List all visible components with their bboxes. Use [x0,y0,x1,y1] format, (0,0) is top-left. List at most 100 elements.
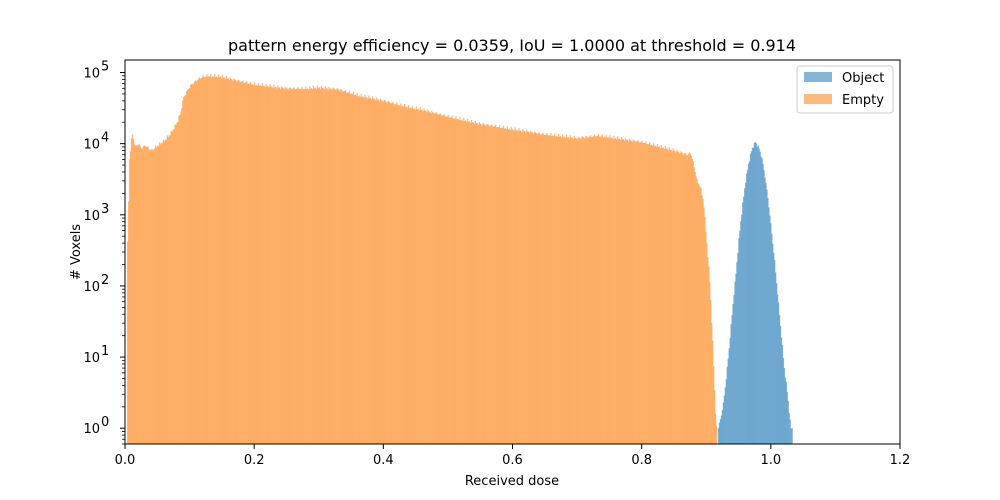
histogram-bar [287,89,290,444]
histogram-bar [515,130,517,444]
histogram-bar [313,88,316,444]
histogram-bar [640,141,642,445]
histogram-bar [151,148,153,445]
histogram-bar [440,115,443,444]
histogram-bar [671,151,673,444]
histogram-bar [702,199,704,444]
histogram-bar [715,426,718,444]
histogram-bar [495,124,497,444]
histogram-bar [146,146,148,444]
histogram-bar [436,114,439,445]
histogram-bar [403,106,405,444]
histogram-bar [237,79,239,445]
histogram-bar [348,91,351,444]
histogram-bar [433,112,435,444]
histogram-bar [579,137,581,444]
histogram-bar [589,136,591,444]
histogram-bar [133,144,136,444]
histogram-bar [320,85,323,444]
x-tick-label: 0.4 [373,453,394,468]
histogram-bar [648,144,650,444]
histogram-bar [396,102,398,444]
histogram-bar [621,139,624,444]
histogram-bar [248,83,250,444]
histogram-bar [455,116,457,444]
histogram-bar [620,140,622,445]
histogram-bar [187,89,189,445]
histogram-bar [340,89,342,445]
y-tick-label: 10 [83,422,100,437]
histogram-bar [517,131,519,444]
histogram-bar [639,142,641,444]
histogram-bar [457,118,459,445]
histogram-bar [376,99,379,445]
histogram-bar [359,96,361,444]
histogram-bar [699,186,701,444]
histogram-bar [175,124,177,444]
histogram-bar [197,79,199,445]
histogram-bar [621,137,623,444]
histogram-bar [400,103,402,444]
histogram-bar [257,82,260,444]
histogram-bar [494,126,496,445]
histogram-bar [150,150,152,444]
histogram-bar [467,121,470,445]
histogram-bar [202,74,204,444]
histogram-bar [195,81,198,445]
histogram-bar [636,140,638,445]
histogram-bar [616,139,618,444]
histogram-bar [728,348,730,444]
histogram-bar [351,94,354,445]
histogram-bar [551,136,553,444]
histogram-bar [290,88,292,444]
histogram-bar [393,104,395,444]
histogram-bar [514,127,516,445]
y-tick-label: 10 [83,280,100,295]
histogram-bar [162,139,165,445]
histogram-bar [539,134,541,444]
histogram-bar [333,88,335,444]
histogram-bar [490,125,492,444]
histogram-bar [652,145,654,444]
histogram-bar [618,138,620,444]
histogram-bar [567,136,570,444]
histogram-bar [361,96,363,445]
histogram-bar [314,87,317,444]
histogram-bar [208,76,210,444]
histogram-bar [203,77,205,444]
histogram-bar [765,183,767,444]
histogram-bar [244,83,246,444]
histogram-bar [447,114,449,444]
x-axis-label: Received dose [465,474,559,489]
histogram-bar [709,282,711,444]
histogram-bar [638,142,640,445]
histogram-bar [420,109,422,444]
histogram-bar [365,97,367,445]
histogram-bar [303,88,305,445]
histogram-bar [659,147,662,444]
histogram-bar [788,413,790,444]
histogram-bar [280,86,283,445]
histogram-bar [767,197,769,444]
histogram-bar [580,138,582,444]
histogram-bar [324,86,326,444]
histogram-bar [597,134,600,445]
histogram-bar [781,345,784,444]
histogram-bar [644,143,646,444]
histogram-bar [510,126,512,445]
legend-swatch-object [804,72,832,82]
histogram-bar [330,88,332,445]
histogram-bar [168,135,170,444]
histogram-bar [528,131,530,444]
histogram-bar [443,114,446,444]
histogram-bar [623,140,626,444]
histogram-bar [635,142,637,444]
histogram-bar [209,76,211,444]
histogram-bar [299,88,301,444]
histogram-bar [556,135,558,444]
x-tick-label: 0.0 [115,453,136,468]
histogram-bar [611,137,613,445]
histogram-bar [779,325,782,444]
histogram-bar [762,163,764,444]
